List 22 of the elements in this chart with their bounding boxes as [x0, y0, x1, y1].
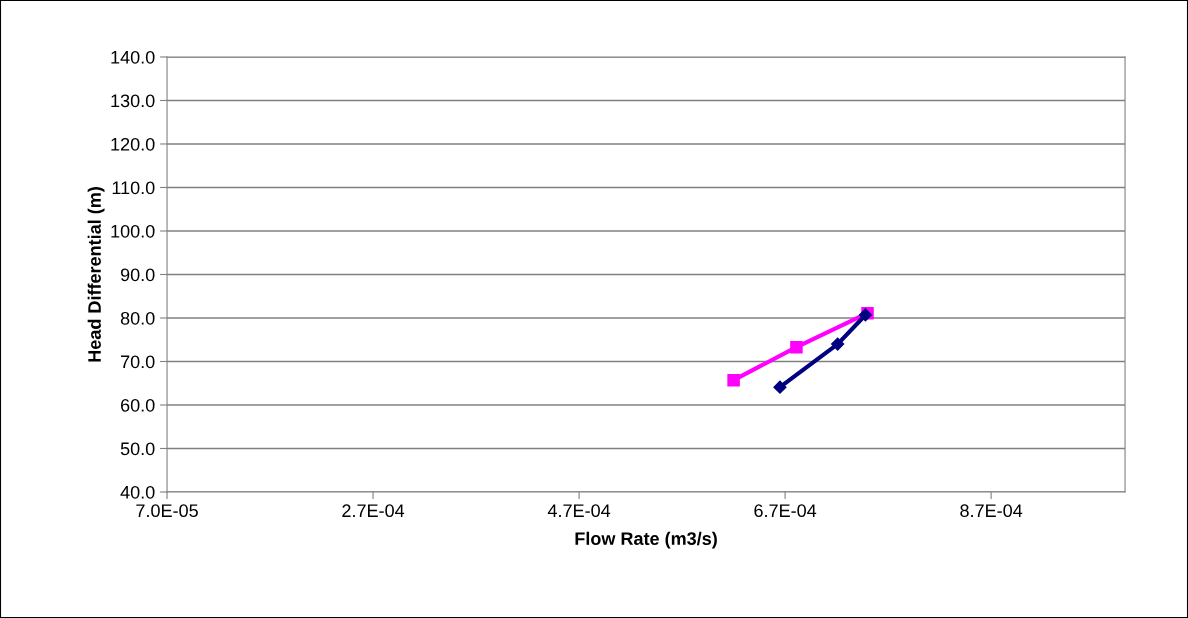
point	[727, 373, 740, 387]
point	[790, 340, 803, 354]
y-tick-label: 130.0	[111, 94, 155, 108]
x-tick-label: 6.7E-04	[754, 504, 817, 518]
y-tick-label: 140.0	[111, 50, 155, 64]
point	[773, 380, 787, 394]
point	[831, 337, 845, 351]
x-axis-title: Flow Rate (m3/s)	[575, 531, 717, 549]
x-tick-label: 4.7E-04	[547, 504, 611, 518]
y-tick-label: 60.0	[121, 398, 155, 412]
y-tick-label: 90.0	[120, 268, 155, 282]
y-tick-label: 100.0	[111, 224, 155, 238]
x-tick-label: 8.7E-04	[960, 504, 1023, 518]
y-tick-label: 80.0	[120, 311, 155, 325]
y-tick-label: 50.0	[120, 442, 155, 456]
y-tick-label: 70.0	[121, 355, 155, 369]
x-tick-label: 2.7E-04	[342, 504, 405, 518]
x-tick-label: 7.0E-05	[136, 504, 198, 518]
y-tick-label: 40.0	[120, 485, 155, 499]
y-axis-title: Head Differential (m)	[87, 187, 105, 362]
y-tick-label: 110.0	[112, 181, 155, 195]
y-tick-label: 120.0	[111, 137, 155, 151]
